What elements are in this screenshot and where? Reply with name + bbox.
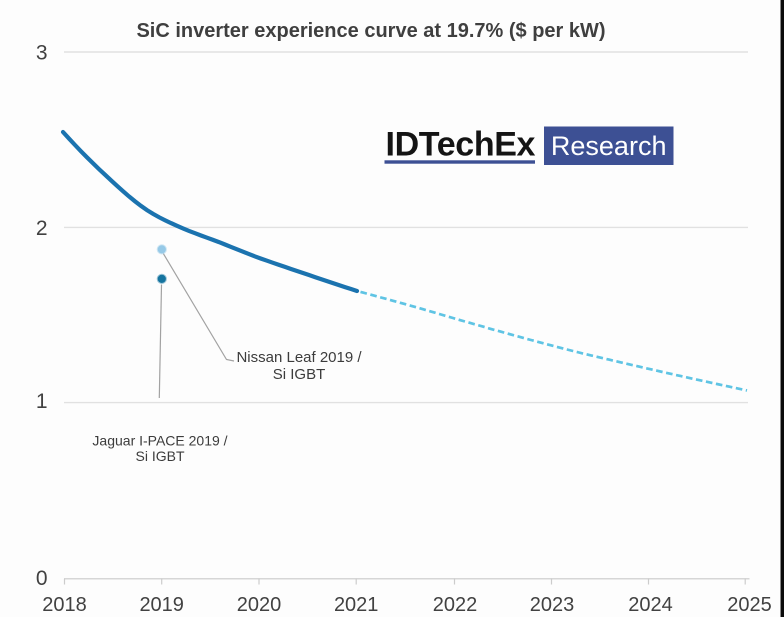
svg-text:2021: 2021: [334, 594, 379, 616]
svg-text:2019: 2019: [139, 594, 184, 616]
svg-text:Jaguar I-PACE 2019 /: Jaguar I-PACE 2019 /: [92, 432, 227, 448]
svg-text:3: 3: [36, 41, 48, 64]
svg-text:1: 1: [36, 390, 48, 413]
svg-text:Research: Research: [551, 131, 667, 161]
svg-text:0: 0: [36, 567, 48, 590]
svg-text:IDTechEx: IDTechEx: [386, 126, 536, 164]
svg-text:Si IGBT: Si IGBT: [273, 366, 326, 383]
svg-text:Nissan Leaf 2019 /: Nissan Leaf 2019 /: [236, 349, 362, 366]
svg-text:2018: 2018: [42, 594, 87, 616]
svg-text:2: 2: [36, 217, 48, 240]
svg-text:Si IGBT: Si IGBT: [135, 448, 184, 464]
svg-text:SiC inverter experience curve: SiC inverter experience curve at 19.7% (…: [136, 20, 605, 42]
svg-text:2020: 2020: [237, 594, 282, 616]
svg-text:2022: 2022: [433, 594, 478, 616]
svg-text:2024: 2024: [628, 594, 673, 616]
svg-text:2025: 2025: [727, 594, 772, 616]
svg-text:2023: 2023: [530, 594, 575, 616]
